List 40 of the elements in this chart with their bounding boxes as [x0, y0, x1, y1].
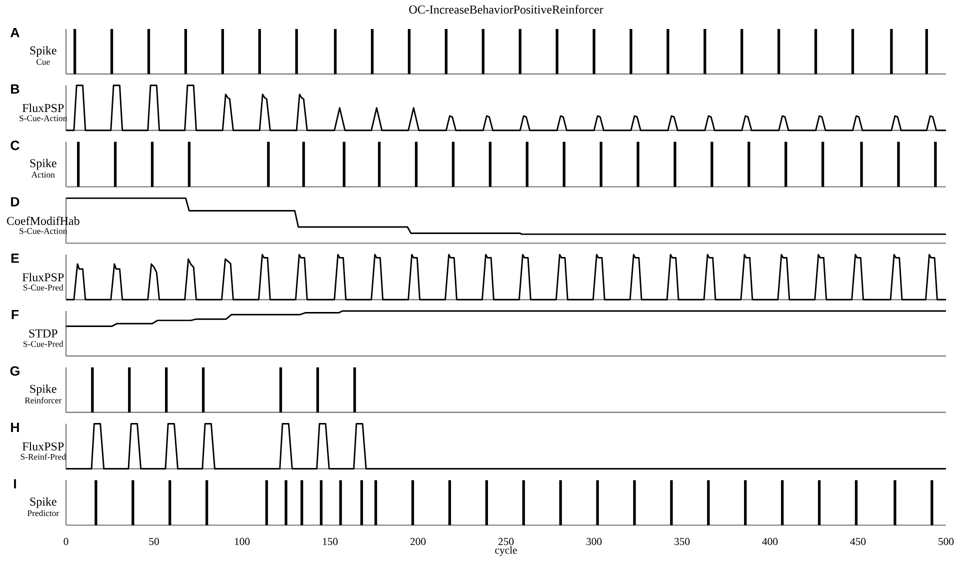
y-axis-title: FluxPSP: [22, 272, 64, 282]
x-tick-label: 300: [586, 538, 602, 546]
text: C: [10, 140, 20, 150]
series-label: S-Cue-Action: [20, 115, 68, 122]
x-tick-label: 450: [850, 538, 866, 546]
y-axis-title: Spike: [30, 158, 56, 170]
text: Cue: [36, 58, 50, 65]
x-tick-label: 100: [234, 538, 250, 546]
series-label: S-Cue-Pred: [23, 284, 64, 290]
x-tick-label: 500: [938, 538, 954, 546]
y-axis-title: CoefModifHab: [6, 216, 80, 225]
text: Reinforcer: [24, 397, 62, 404]
y-axis-title: FluxPSP: [22, 104, 64, 112]
text: A: [10, 28, 20, 38]
text: G: [10, 366, 20, 376]
x-tick-label: 50: [149, 538, 159, 546]
y-axis-title: Spike: [30, 46, 56, 57]
x-tick-label: 200: [410, 538, 426, 546]
text: I: [14, 479, 16, 488]
y-axis-title: Spike: [30, 497, 56, 508]
text: Action: [31, 172, 55, 178]
x-tick-label: 0: [64, 538, 68, 546]
x-tick-label: 350: [674, 538, 690, 546]
text: E: [11, 254, 19, 263]
x-tick-label: 400: [762, 538, 778, 546]
chart-title: OC-IncreaseBehaviorPositiveReinforcer: [409, 5, 604, 14]
text: B: [11, 84, 20, 94]
text: Predictor: [28, 510, 59, 516]
x-tick-label: 250: [498, 538, 514, 546]
y-axis-title: STDP: [29, 329, 58, 338]
text: S-Cue-Action: [20, 228, 68, 234]
x-tick-label: 150: [322, 538, 338, 546]
x-axis-title: cycle: [495, 546, 517, 556]
text: H: [11, 422, 19, 432]
y-axis-title: FluxPSP: [22, 442, 64, 451]
text: D: [11, 197, 20, 206]
series-label: S-Cue-Pred: [23, 340, 64, 347]
series-label: S-Reinf-Pred: [20, 454, 66, 460]
text: F: [12, 310, 19, 320]
y-axis-title: Spike: [30, 384, 56, 396]
